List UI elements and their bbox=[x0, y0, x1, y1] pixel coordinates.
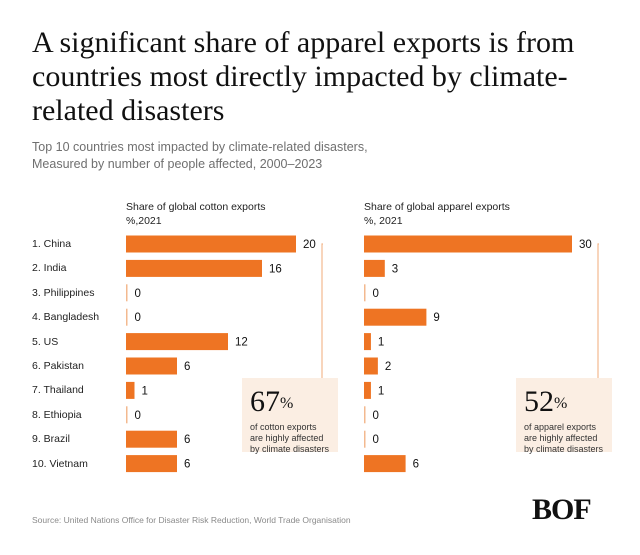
bar-value-label: 12 bbox=[235, 337, 248, 349]
source-note: Source: United Nations Office for Disast… bbox=[32, 515, 351, 525]
cotton-callout-value: 67% bbox=[250, 385, 294, 418]
apparel-panel-header: Share of global apparel exports %, 2021 bbox=[364, 200, 510, 228]
bar-value-label: 1 bbox=[142, 385, 148, 397]
country-label: 3. Philippines bbox=[32, 286, 95, 299]
bar-value-label: 6 bbox=[413, 459, 419, 471]
chart-subtitle-line1: Top 10 countries most impacted by climat… bbox=[32, 140, 368, 154]
apparel-panel-title: Share of global apparel exports bbox=[364, 201, 510, 213]
bar bbox=[126, 333, 228, 351]
cotton-panel-unit: %,2021 bbox=[126, 215, 162, 227]
bar-value-label: 16 bbox=[269, 263, 282, 275]
bar-value-label: 9 bbox=[433, 312, 439, 324]
cotton-callout-text: of cotton exports are highly affected by… bbox=[250, 422, 330, 454]
bar bbox=[364, 284, 366, 302]
bar bbox=[364, 259, 385, 277]
country-label: 6. Pakistan bbox=[32, 360, 84, 372]
bar bbox=[364, 308, 427, 326]
bar bbox=[126, 430, 177, 448]
chart-title: A significant share of apparel exports i… bbox=[32, 26, 575, 127]
bar-value-label: 0 bbox=[135, 312, 141, 324]
apparel-callout-text: of apparel exports are highly affected b… bbox=[524, 422, 604, 454]
bracket-connector bbox=[321, 243, 323, 378]
bar bbox=[364, 406, 366, 424]
bar bbox=[364, 333, 371, 351]
bar-value-label: 0 bbox=[373, 288, 379, 300]
country-label: 10. Vietnam bbox=[32, 457, 88, 470]
bar-value-label: 6 bbox=[184, 459, 190, 471]
bar-value-label: 6 bbox=[184, 434, 190, 446]
chart-subtitle-line2: Measured by number of people affected, 2… bbox=[32, 157, 323, 171]
bar bbox=[126, 284, 128, 302]
bof-logo: BOF bbox=[532, 493, 592, 526]
bar bbox=[126, 357, 177, 375]
bar bbox=[364, 357, 378, 375]
cotton-callout: 67% of cotton exports are highly affecte… bbox=[242, 378, 338, 454]
bar-value-label: 1 bbox=[378, 385, 384, 397]
bar bbox=[364, 430, 366, 448]
bar-value-label: 3 bbox=[392, 263, 398, 275]
country-label: 4. Bangladesh bbox=[32, 311, 100, 324]
bar bbox=[364, 455, 406, 473]
country-label: 2. India bbox=[32, 262, 67, 275]
bar bbox=[364, 381, 371, 399]
bar bbox=[126, 259, 262, 277]
bar-value-label: 0 bbox=[135, 410, 141, 422]
bar bbox=[126, 308, 128, 326]
bar bbox=[126, 406, 128, 424]
bar-value-label: 0 bbox=[373, 434, 379, 446]
bar-value-label: 20 bbox=[303, 239, 316, 251]
bar-value-label: 0 bbox=[135, 288, 141, 300]
cotton-panel-title: Share of global cotton exports bbox=[126, 201, 266, 213]
bar-value-label: 0 bbox=[373, 410, 379, 422]
bar-value-label: 30 bbox=[579, 239, 592, 251]
country-label: 5. US bbox=[32, 335, 59, 348]
bar bbox=[364, 235, 572, 253]
apparel-callout: 52% of apparel exports are highly affect… bbox=[516, 378, 612, 454]
country-label: 9. Brazil bbox=[32, 433, 70, 446]
apparel-panel-unit: %, 2021 bbox=[364, 215, 403, 227]
apparel-callout-value: 52% bbox=[524, 385, 568, 418]
bar-value-label: 1 bbox=[378, 337, 384, 349]
cotton-panel-header: Share of global cotton exports %,2021 bbox=[126, 200, 266, 228]
bar bbox=[126, 455, 177, 473]
bracket-connector bbox=[597, 243, 599, 378]
bar bbox=[126, 235, 296, 253]
country-label: 1. China bbox=[32, 238, 72, 250]
bar-value-label: 6 bbox=[184, 361, 190, 373]
bar-value-label: 2 bbox=[385, 361, 391, 373]
bar bbox=[126, 381, 135, 399]
country-label: 7. Thailand bbox=[32, 384, 84, 397]
country-label: 8. Ethiopia bbox=[32, 408, 82, 421]
